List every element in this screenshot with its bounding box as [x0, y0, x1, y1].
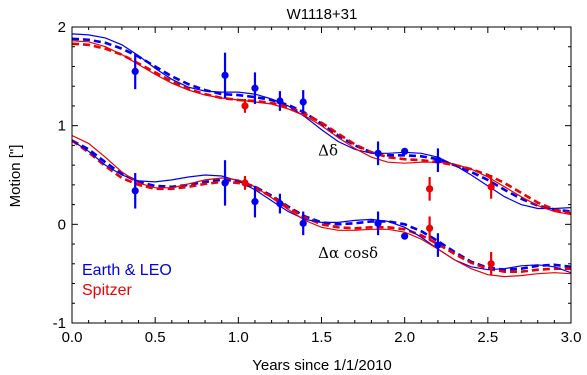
x-tick-label: 2.5 [477, 329, 498, 346]
x-tick-label: 1.0 [228, 329, 249, 346]
data-point-earth-and-leo-dec [251, 84, 259, 92]
data-point-earth-and-leo-ra [131, 187, 139, 195]
data-point-spitzer-dec [426, 185, 434, 193]
data-point-earth-and-leo-ra [374, 219, 382, 227]
legend-entry-spitzer: Spitzer [82, 282, 132, 299]
data-point-earth-and-leo-ra [434, 241, 442, 249]
data-point-earth-and-leo-ra [276, 200, 284, 208]
legend-entry-earth-and-leo: Earth & LEO [82, 262, 172, 279]
x-axis-title: Years since 1/1/2010 [252, 357, 392, 374]
chart-title: W1118+31 [287, 6, 358, 23]
legend: Earth & LEO Spitzer [82, 262, 172, 299]
data-point-earth-and-leo-dec [276, 97, 284, 105]
series-line-spitzer-dec-solid [72, 40, 571, 216]
data-point-earth-and-leo-dec [131, 67, 139, 75]
y-tick-label: -1 [53, 315, 66, 332]
data-point-spitzer-ra [487, 260, 495, 268]
y-tick-label: 2 [58, 19, 66, 36]
y-axis-title: Motion ["] [7, 145, 24, 208]
data-point-spitzer-ra [241, 179, 249, 187]
series-line-spitzer-dec-dashed [72, 42, 571, 215]
data-point-spitzer-dec [487, 183, 495, 191]
data-point-earth-and-leo-dec [299, 98, 307, 106]
data-point-earth-and-leo-ra [401, 232, 409, 240]
x-tick-label: 0.0 [62, 329, 83, 346]
x-tick-label: 1.5 [311, 329, 332, 346]
data-point-earth-and-leo-ra [221, 179, 229, 187]
x-tick-label: 3.0 [561, 329, 582, 346]
data-point-earth-and-leo-dec [434, 156, 442, 164]
series-line-earth-and-leo-ra-solid [72, 139, 571, 274]
data-point-spitzer-ra [426, 224, 434, 232]
x-tick-label: 2.0 [394, 329, 415, 346]
data-point-spitzer-dec [241, 102, 249, 110]
y-tick-label: 0 [58, 216, 66, 233]
data-point-earth-and-leo-dec [401, 147, 409, 155]
y-tick-label: 1 [58, 118, 66, 135]
data-point-earth-and-leo-dec [221, 71, 229, 79]
axis-ticks: 0.0 0.5 1.0 1.5 2.0 2.5 3.0 -1 0 1 2 [53, 19, 582, 346]
annotation-delta-ra: Δα cosδ [318, 244, 378, 262]
plot-area [72, 33, 571, 278]
data-point-earth-and-leo-ra [251, 198, 259, 206]
series-line-spitzer-ra-solid [72, 134, 571, 278]
x-tick-label: 0.5 [145, 329, 166, 346]
annotation-delta-dec: Δδ [318, 141, 338, 159]
curve-annotations: Δδ Δα cosδ [318, 141, 378, 262]
data-point-earth-and-leo-dec [374, 149, 382, 157]
data-point-earth-and-leo-ra [299, 219, 307, 227]
